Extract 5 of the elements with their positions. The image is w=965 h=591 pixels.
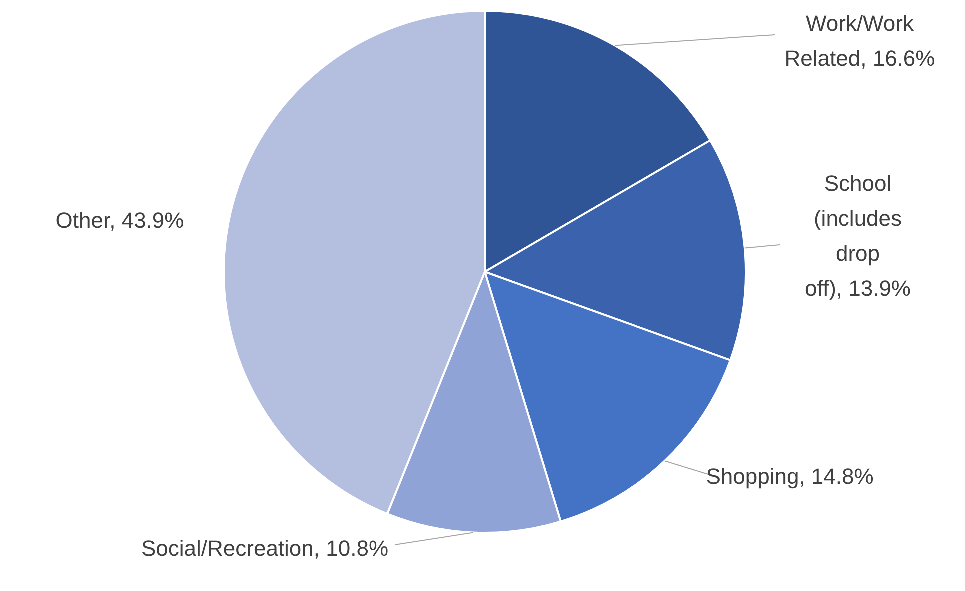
slice-label: Social/Recreation, 10.8% <box>141 536 389 562</box>
slice-label: Work/Work Related, 16.6% <box>784 11 936 72</box>
slice-label: Shopping, 14.8% <box>706 464 874 490</box>
slice-label: Other, 43.9% <box>56 208 184 234</box>
slice-label: School (includes drop off), 13.9% <box>805 171 911 302</box>
